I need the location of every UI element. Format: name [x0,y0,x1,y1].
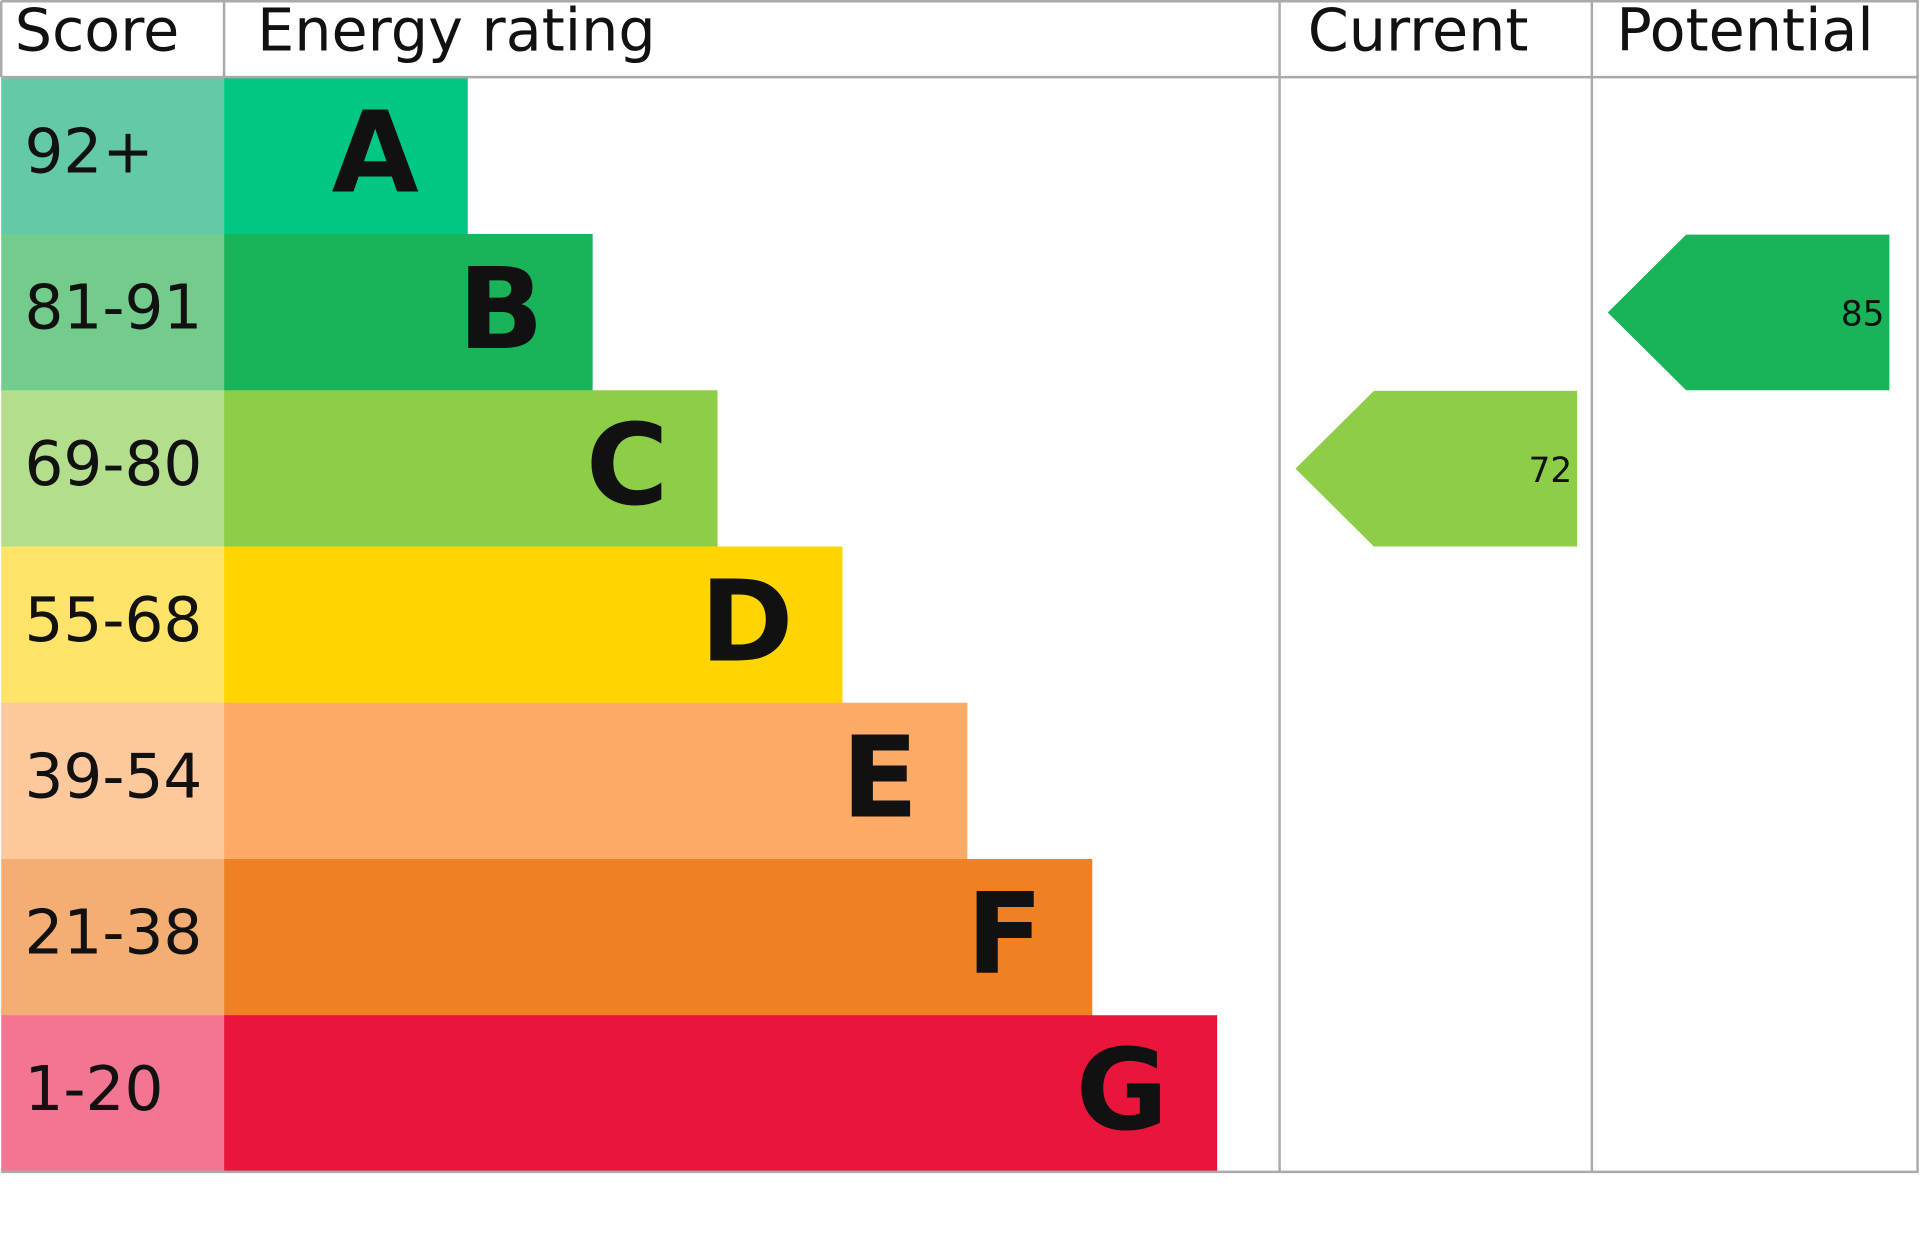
score-label: 39-54 [24,741,202,812]
rating-letter: A [332,87,419,219]
rating-band [224,702,968,860]
score-label: 69-80 [24,429,202,500]
rating-band [224,234,593,391]
score-cell [1,77,225,235]
rating-band [224,546,843,704]
header: Energy rating [257,0,656,64]
score-cell [1,390,225,548]
rating-band [224,858,1093,1016]
score-cell [1,1015,225,1173]
header: Potential [1616,0,1873,64]
rating-letter: D [700,555,794,687]
rating-letter: B [458,243,544,375]
rating-band [224,77,468,235]
rating-band [224,1015,1218,1173]
rating-letter: E [841,712,918,844]
score-cell [1,234,225,391]
rating-letter: G [1076,1024,1168,1156]
rating-arrow [1295,390,1578,547]
rating-value: 72 [1529,451,1573,491]
score-label: 81-91 [24,273,202,344]
score-label: 92+ [24,116,153,187]
score-cell [1,546,225,704]
score-label: 1-20 [24,1054,163,1125]
score-label: 55-68 [24,585,202,656]
rating-value: 85 [1841,295,1885,335]
rating-letter: F [966,868,1043,1000]
header: Current [1308,0,1529,64]
score-cell [1,702,225,860]
score-cell [1,858,225,1016]
rating-letter: C [586,399,669,531]
rating-band [224,390,718,548]
header: Score [15,0,180,64]
score-label: 21-38 [24,898,202,969]
rating-arrow [1607,234,1890,391]
